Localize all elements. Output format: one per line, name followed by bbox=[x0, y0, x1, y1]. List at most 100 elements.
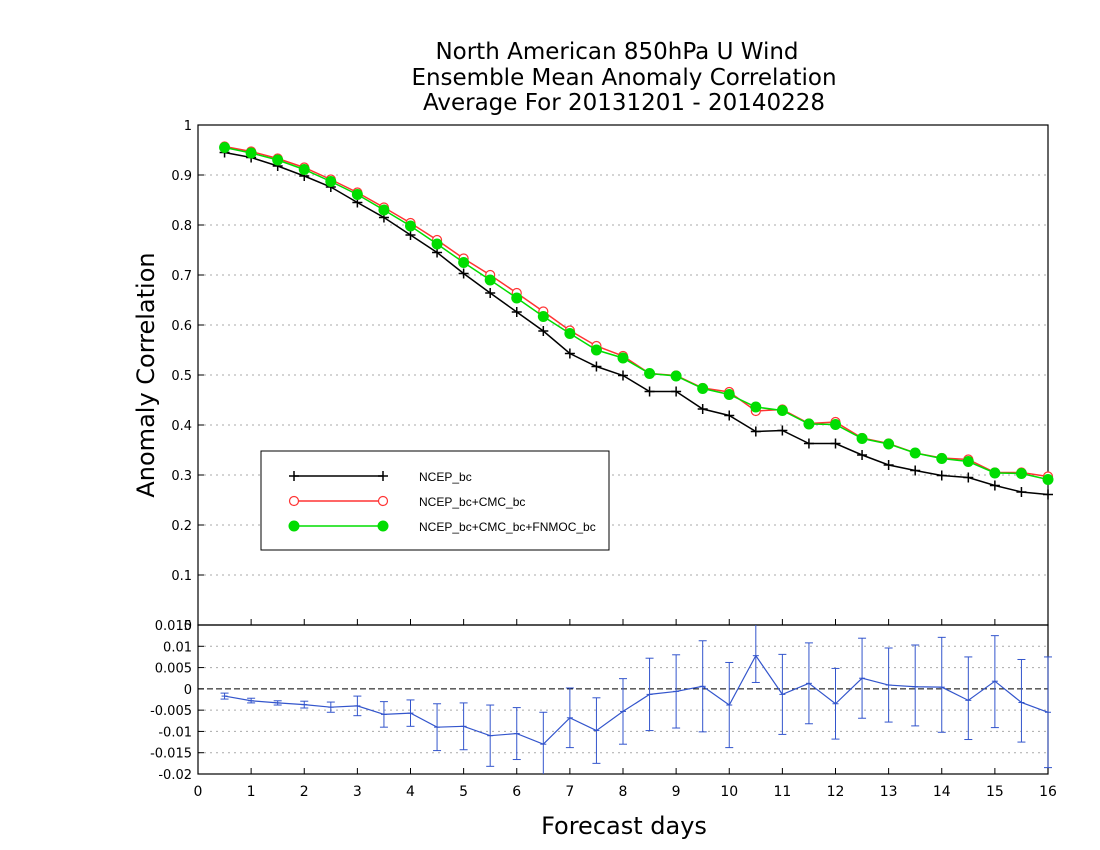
x-tick-label: 0 bbox=[194, 784, 203, 800]
data-point-ncep-cmc-fnmoc bbox=[723, 389, 735, 400]
data-point-ncep-bc bbox=[989, 480, 1000, 491]
main-panel: 0 0.1 0.2 0.3 0.4 0.5 0.6 0.7 0.8 0.9 1 bbox=[171, 119, 1054, 634]
y-tick-label-bottom: -0.005 bbox=[150, 704, 192, 719]
y-tick-label-top: 0.1 bbox=[171, 569, 192, 584]
legend-marker-filled-circle bbox=[288, 520, 300, 532]
data-point-ncep-bc bbox=[724, 410, 735, 421]
data-point-ncep-bc bbox=[1043, 489, 1053, 500]
chart-title-line-2: Ensemble Mean Anomaly Correlation bbox=[411, 65, 836, 91]
data-point-ncep-bc bbox=[458, 268, 469, 279]
legend-marker-plus bbox=[378, 471, 388, 481]
legend-marker-filled-circle bbox=[377, 520, 389, 532]
legend: NCEP_bc NCEP_bc+CMC_bc NCEP_bc+CMC_bc+FNMO… bbox=[260, 450, 610, 551]
x-axis-label: Forecast days bbox=[541, 812, 707, 840]
y-tick-label-bottom: -0.02 bbox=[158, 768, 192, 783]
y-tick-label-top: 0.9 bbox=[171, 169, 192, 184]
y-tick-label-top: 0.7 bbox=[171, 269, 192, 284]
x-tick-label: 9 bbox=[672, 784, 681, 800]
y-tick-label-bottom: 0.005 bbox=[155, 662, 192, 677]
data-point-ncep-cmc-fnmoc bbox=[883, 438, 895, 450]
y-tick-label-top: 0.4 bbox=[171, 419, 192, 434]
data-point-ncep-bc bbox=[936, 470, 947, 481]
data-point-ncep-bc bbox=[803, 438, 814, 449]
data-point-ncep-cmc-fnmoc bbox=[219, 142, 231, 153]
data-point-ncep-bc bbox=[511, 307, 522, 317]
data-point-ncep-bc bbox=[485, 288, 496, 298]
series-line-1 bbox=[224, 151, 1049, 496]
data-point-ncep-cmc-fnmoc bbox=[511, 292, 523, 304]
data-point-ncep-bc bbox=[671, 386, 682, 397]
data-point-ncep-cmc-fnmoc bbox=[537, 311, 549, 322]
data-point-ncep-cmc-fnmoc bbox=[564, 328, 576, 339]
data-point-ncep-bc bbox=[538, 326, 549, 336]
data-point-ncep-bc bbox=[883, 460, 894, 470]
difference-panel: -0.02 -0.015 -0.01 -0.005 0 0.005 0.01 0.015 bbox=[150, 619, 1052, 783]
data-point-ncep-cmc-fnmoc bbox=[484, 274, 496, 286]
data-point-ncep-cmc-fnmoc bbox=[962, 456, 974, 467]
x-axis: 0 1 2 3 4 5 6 7 8 9 10 11 12 13 14 15 16 bbox=[194, 619, 1057, 800]
y-tick-label-bottom: -0.015 bbox=[150, 747, 192, 762]
data-point-ncep-cmc-fnmoc bbox=[989, 467, 1001, 479]
difference-series-line bbox=[224, 654, 1049, 745]
y-tick-label-bottom: 0 bbox=[184, 683, 192, 698]
y-tick-label-top: 0.2 bbox=[171, 519, 192, 534]
data-point-ncep-cmc-fnmoc bbox=[617, 352, 629, 364]
x-tick-label: 3 bbox=[353, 784, 362, 800]
data-point-ncep-cmc-fnmoc bbox=[856, 433, 868, 444]
x-tick-label: 13 bbox=[880, 784, 898, 800]
data-point-ncep-cmc-fnmoc bbox=[750, 401, 762, 413]
data-point-ncep-cmc-fnmoc bbox=[803, 418, 815, 430]
data-point-ncep-bc bbox=[777, 425, 788, 436]
data-point-ncep-cmc-fnmoc bbox=[351, 189, 363, 200]
legend-marker-open-circle bbox=[377, 495, 389, 507]
data-point-ncep-cmc-fnmoc bbox=[936, 453, 948, 464]
y-tick-label-bottom: -0.01 bbox=[158, 725, 192, 740]
data-point-ncep-bc bbox=[618, 370, 628, 381]
y-tick-label-top: 1 bbox=[184, 119, 192, 134]
data-point-ncep-bc bbox=[644, 386, 655, 397]
y-tick-label-top: 0 bbox=[184, 619, 192, 634]
chart-title-line-1: North American 850hPa U Wind bbox=[435, 39, 798, 65]
x-tick-label: 12 bbox=[827, 784, 845, 800]
legend-marker-plus bbox=[289, 471, 299, 481]
x-tick-label: 7 bbox=[565, 784, 574, 800]
data-point-ncep-cmc-fnmoc bbox=[1015, 468, 1027, 479]
y-tick-label-top: 0.6 bbox=[171, 319, 192, 334]
legend-marker-open-circle bbox=[288, 495, 300, 507]
data-point-ncep-bc bbox=[910, 465, 921, 476]
data-point-ncep-cmc-fnmoc bbox=[776, 405, 788, 416]
data-point-ncep-bc bbox=[1016, 487, 1027, 497]
series-line-2 bbox=[224, 145, 1049, 478]
data-point-ncep-bc bbox=[697, 404, 708, 414]
data-point-ncep-bc bbox=[963, 472, 974, 483]
data-point-ncep-cmc-fnmoc bbox=[670, 370, 682, 382]
data-point-ncep-cmc-fnmoc bbox=[431, 238, 443, 250]
data-point-ncep-cmc-fnmoc bbox=[644, 368, 656, 379]
data-point-ncep-bc bbox=[564, 348, 575, 359]
data-point-ncep-bc bbox=[750, 426, 761, 437]
x-tick-label: 5 bbox=[459, 784, 468, 800]
data-point-ncep-cmc-fnmoc bbox=[1042, 474, 1054, 485]
y-tick-label-bottom: 0.01 bbox=[163, 640, 192, 655]
data-point-ncep-cmc-fnmoc bbox=[298, 164, 310, 175]
y-tick-label-top: 0.8 bbox=[171, 219, 192, 234]
legend-label-2: NCEP_bc+CMC_bc bbox=[419, 495, 525, 509]
chart-title-line-3: Average For 20131201 - 20140228 bbox=[423, 90, 825, 116]
x-tick-label: 11 bbox=[773, 784, 791, 800]
y-tick-label-bottom: 0.015 bbox=[155, 619, 192, 634]
data-point-ncep-cmc-fnmoc bbox=[245, 147, 257, 159]
data-point-ncep-cmc-fnmoc bbox=[458, 257, 470, 268]
data-point-ncep-cmc-fnmoc bbox=[378, 204, 390, 216]
data-point-ncep-cmc-fnmoc bbox=[909, 447, 921, 459]
data-point-ncep-cmc-fnmoc bbox=[697, 383, 709, 394]
data-point-ncep-cmc-fnmoc bbox=[405, 220, 416, 232]
data-point-ncep-bc bbox=[830, 438, 841, 449]
x-tick-label: 2 bbox=[300, 784, 309, 800]
x-tick-label: 16 bbox=[1039, 784, 1057, 800]
x-tick-label: 4 bbox=[406, 784, 415, 800]
x-tick-label: 6 bbox=[512, 784, 521, 800]
x-tick-label: 8 bbox=[619, 784, 628, 800]
legend-label-1: NCEP_bc bbox=[419, 470, 472, 484]
data-point-ncep-cmc-fnmoc bbox=[272, 154, 284, 166]
